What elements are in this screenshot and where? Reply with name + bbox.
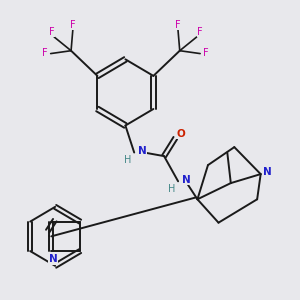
Text: F: F: [70, 20, 76, 30]
Text: H: H: [168, 184, 176, 194]
Text: F: F: [49, 27, 55, 37]
Text: H: H: [124, 155, 132, 165]
Text: O: O: [176, 129, 185, 139]
Text: F: F: [175, 20, 181, 30]
Text: N: N: [182, 175, 190, 185]
Text: F: F: [197, 27, 203, 37]
Text: N: N: [49, 254, 57, 264]
Text: N: N: [138, 146, 147, 156]
Text: F: F: [203, 47, 209, 58]
Text: F: F: [42, 47, 47, 58]
Text: N: N: [262, 167, 272, 177]
